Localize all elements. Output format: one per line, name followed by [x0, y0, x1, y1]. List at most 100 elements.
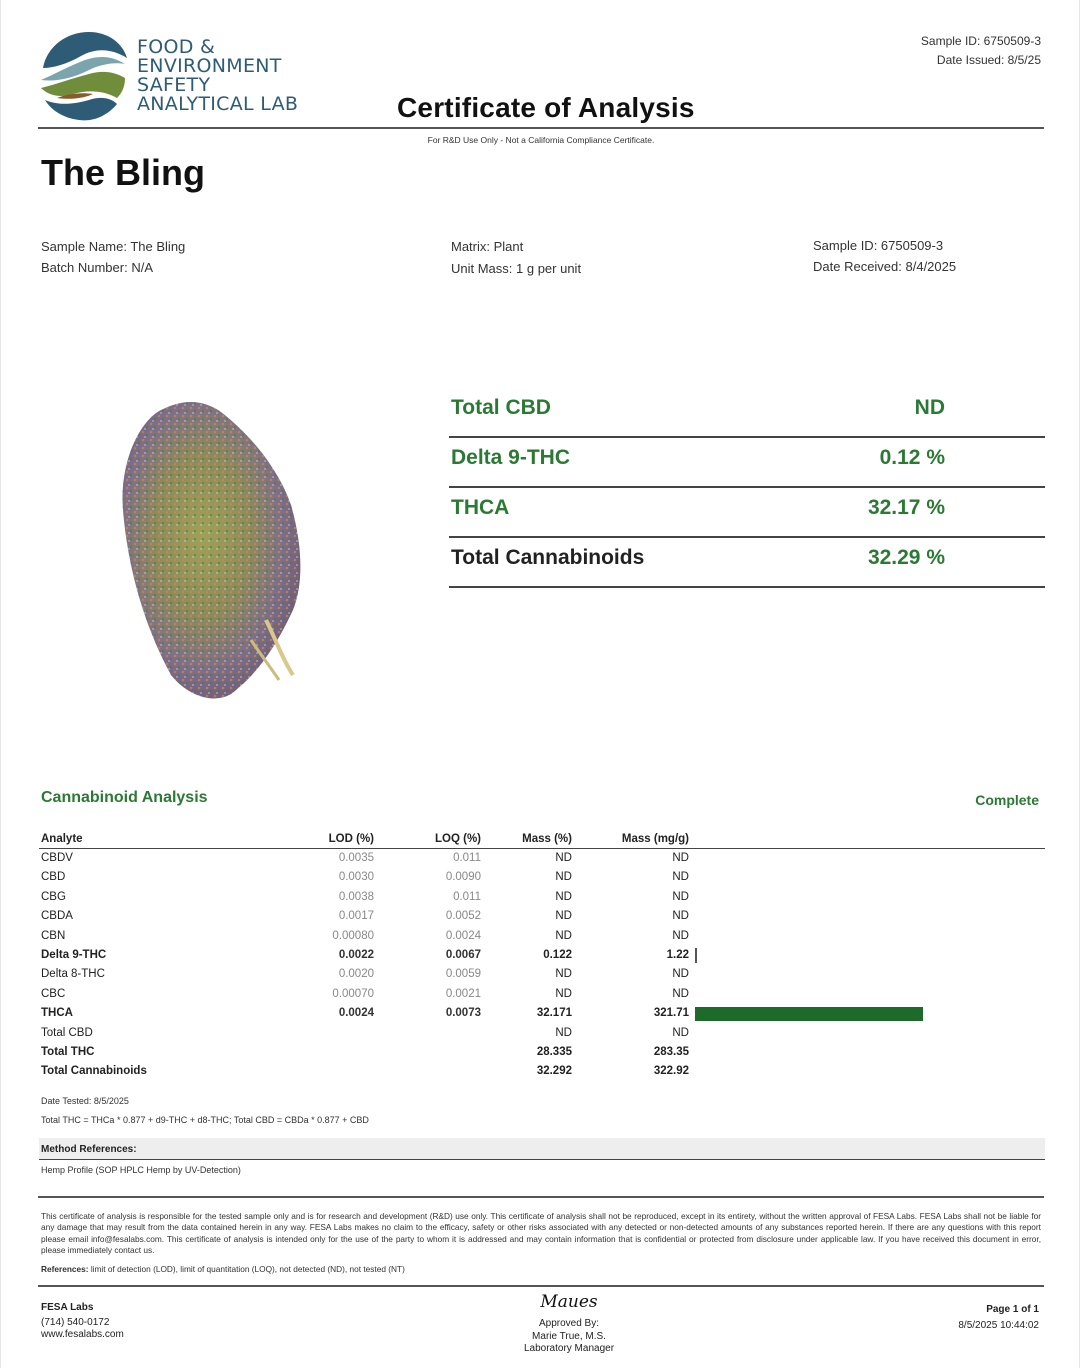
rd-use-note: For R&D Use Only - Not a California Comp… [427, 135, 655, 145]
summary-value: ND [914, 396, 945, 419]
table-row: THCA 0.0024 0.0073 32.171 321.71 [39, 1004, 1045, 1023]
mass-bar [695, 947, 697, 963]
header-date-issued: Date Issued: 8/5/25 [936, 53, 1041, 67]
logo-line: ANALYTICAL LAB [137, 93, 299, 115]
cell-mass-pct: 32.292 [536, 1065, 572, 1078]
summary-row-total-cbd: Total CBD ND [449, 388, 1045, 438]
header-sample-id: Sample ID: 6750509-3 [920, 34, 1041, 48]
footer-page-info: Page 1 of 1 8/5/2025 10:44:02 [958, 1302, 1039, 1334]
product-name: The Bling [41, 152, 205, 193]
cell-mass-pct: ND [555, 871, 572, 884]
cell-mass-mg: ND [672, 1026, 689, 1039]
cell-loq: 0.0024 [445, 929, 481, 942]
cell-mass-pct: ND [555, 1026, 572, 1039]
potency-summary: Total CBD ND Delta 9-THC 0.12 % THCA 32.… [449, 388, 1045, 588]
footer-approval: Maues Approved By: Marie True, M.S. Labo… [1, 1292, 1080, 1356]
summary-row-thca: THCA 32.17 % [449, 488, 1045, 538]
cell-analyte: CBD [41, 871, 66, 884]
cell-mass-pct: ND [555, 890, 572, 903]
approver-name: Marie True, M.S. [532, 1330, 606, 1342]
summary-label: THCA [451, 496, 510, 519]
cell-analyte: Total Cannabinoids [41, 1065, 147, 1078]
cell-mass-mg: 283.35 [653, 1045, 689, 1058]
date-tested: Date Tested: 8/5/2025 [41, 1096, 129, 1106]
references-text: limit of detection (LOD), limit of quant… [90, 1264, 405, 1274]
method-references-bar [39, 1138, 1045, 1160]
cannabinoid-table: Analyte LOD (%) LOQ (%) Mass (%) Mass (m… [39, 830, 1045, 1082]
cell-loq: 0.0059 [445, 968, 481, 981]
table-body: CBDV 0.0035 0.011 ND ND CBD 0.0030 0.0090 ND ND CB… [39, 849, 1045, 1082]
table-row: CBN 0.00080 0.0024 ND ND [39, 927, 1045, 946]
cell-lod: 0.00070 [332, 987, 374, 1000]
logo-line: FOOD & [137, 36, 216, 58]
sample-info-right: Sample ID: 6750509-3 Date Received: 8/4/… [813, 235, 956, 277]
cell-analyte: CBDA [41, 910, 73, 923]
disclaimer-divider [38, 1196, 1044, 1198]
cell-mass-pct: ND [555, 987, 572, 1000]
summary-value: 0.12 % [879, 446, 945, 469]
cell-mass-pct: ND [555, 968, 572, 981]
cell-analyte: CBG [41, 890, 66, 903]
generated-timestamp: 8/5/2025 10:44:02 [958, 1320, 1039, 1331]
website-link[interactable]: www.fesalabs.com [41, 1329, 124, 1340]
table-row: Total THC 28.335 283.35 [39, 1043, 1045, 1062]
cell-loq: 0.011 [453, 852, 481, 864]
cell-loq: 0.0073 [445, 1007, 481, 1020]
cannabis-bud-image [122, 402, 301, 699]
cell-lod: 0.0024 [338, 1007, 374, 1020]
date-received: Date Received: 8/4/2025 [813, 259, 957, 274]
footer-divider [38, 1285, 1044, 1287]
cell-mass-pct: ND [555, 929, 572, 942]
cell-lod: 0.0017 [338, 910, 374, 923]
cell-mass-mg: ND [672, 871, 689, 884]
cell-mass-pct: ND [555, 910, 572, 923]
total-formula: Total THC = THCa * 0.877 + d9-THC + d8-T… [41, 1115, 369, 1125]
cell-analyte: Total CBD [41, 1026, 93, 1039]
sample-name: Sample Name: The Bling [41, 239, 186, 254]
logo-line: ENVIRONMENT [137, 55, 282, 77]
batch-number: Batch Number: N/A [41, 260, 153, 275]
table-row: Total Cannabinoids 32.292 322.92 [39, 1062, 1045, 1081]
disclaimer-text: This certificate of analysis is responsi… [41, 1211, 1041, 1255]
cell-loq: 0.0090 [445, 871, 481, 884]
product-photo [101, 390, 341, 710]
cell-analyte: Delta 9-THC [41, 948, 107, 961]
sample-info-left: Sample Name: The Bling Batch Number: N/A [41, 236, 185, 278]
logo-line: SAFETY [137, 74, 211, 96]
cell-mass-pct: 28.335 [536, 1045, 572, 1058]
cell-lod: 0.0035 [338, 852, 374, 864]
cell-lod: 0.0022 [338, 948, 374, 961]
status-label: Complete [975, 792, 1039, 808]
table-header: Analyte LOD (%) LOQ (%) Mass (%) Mass (m… [39, 830, 1045, 849]
cell-mass-mg: 321.71 [653, 1007, 689, 1020]
section-title: Cannabinoid Analysis [41, 789, 208, 806]
approved-by-label: Approved By: [538, 1318, 600, 1329]
summary-row-delta9-thc: Delta 9-THC 0.12 % [449, 438, 1045, 488]
cell-loq: 0.0021 [445, 987, 481, 1000]
cell-mass-mg: 322.92 [653, 1065, 689, 1078]
cell-mass-mg: ND [672, 910, 689, 923]
summary-label: Delta 9-THC [451, 446, 571, 469]
table-row: Delta 8-THC 0.0020 0.0059 ND ND [39, 965, 1045, 984]
table-row: CBD 0.0030 0.0090 ND ND [39, 868, 1045, 887]
summary-value: 32.29 % [867, 546, 945, 569]
header-meta: Sample ID: 6750509-3 Date Issued: 8/5/25 [921, 32, 1041, 70]
cell-loq: 0.0052 [445, 910, 481, 923]
cell-mass-mg: ND [672, 852, 689, 864]
lab-logo-text: FOOD & ENVIRONMENT SAFETY ANALYTICAL LAB [137, 38, 298, 114]
matrix: Matrix: Plant [451, 239, 524, 254]
sample-id: Sample ID: 6750509-3 [813, 238, 944, 253]
references-line: References: limit of detection (LOD), li… [41, 1264, 405, 1274]
summary-row-total-cannabinoids: Total Cannabinoids 32.29 % [449, 538, 1045, 588]
lab-logo-icon [39, 32, 127, 121]
column-header-lod: LOD (%) [328, 833, 374, 845]
cell-mass-mg: 1.22 [666, 948, 689, 961]
cell-mass-pct: 32.171 [536, 1007, 572, 1020]
company-name: FESA Labs [41, 1302, 94, 1313]
signature: Maues [540, 1292, 598, 1312]
cell-mass-mg: ND [672, 929, 689, 942]
summary-value: 32.17 % [867, 496, 945, 519]
cell-lod: 0.0030 [338, 871, 374, 884]
cell-lod: 0.00080 [332, 929, 374, 942]
